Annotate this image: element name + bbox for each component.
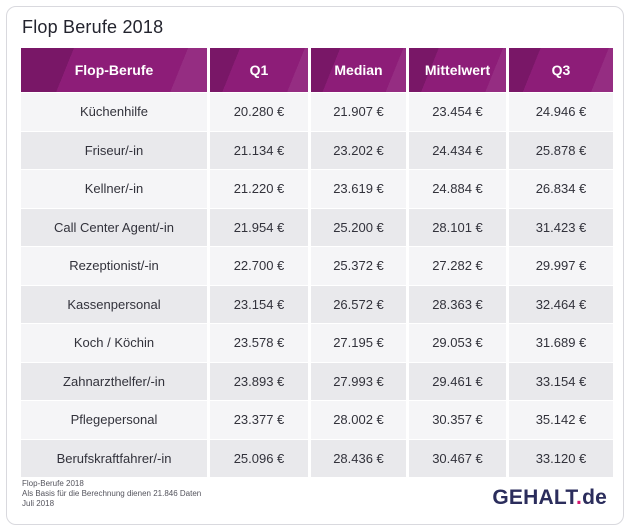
column-header-flop-berufe: Flop-Berufe: [21, 48, 207, 92]
salary-value-cell: 24.434 €: [409, 131, 506, 169]
table-row: Rezeptionist/-in 22.700 €25.372 €27.282 €…: [21, 247, 613, 285]
table-row: Kassenpersonal 23.154 €26.572 €28.363 €32…: [21, 285, 613, 323]
job-name-cell: Friseur/-in: [21, 131, 207, 169]
table-header-row: Flop-Berufe Q1 Median Mittelwert Q3: [21, 48, 613, 92]
page-title: Flop Berufe 2018: [22, 17, 164, 37]
note-line-basis: Als Basis für die Berechnung dienen 21.8…: [22, 489, 202, 498]
salary-value-cell: 24.946 €: [509, 93, 613, 131]
salary-value-cell: 29.997 €: [509, 247, 613, 285]
job-name-cell: Rezeptionist/-in: [21, 247, 207, 285]
salary-value-cell: 21.134 €: [210, 131, 308, 169]
salary-value-cell: 28.101 €: [409, 208, 506, 246]
salary-value-cell: 23.578 €: [210, 324, 308, 362]
table-row: Zahnarzthelfer/-in 23.893 €27.993 €29.461…: [21, 362, 613, 400]
note-line-title: Flop-Berufe 2018: [22, 479, 84, 488]
table-row: Call Center Agent/-in 21.954 €25.200 €28.…: [21, 208, 613, 246]
column-header-median: Median: [311, 48, 406, 92]
table-body: Küchenhilfe 20.280 €21.907 €23.454 €24.94…: [21, 93, 613, 477]
salary-value-cell: 26.572 €: [311, 285, 406, 323]
salary-value-cell: 35.142 €: [509, 401, 613, 439]
salary-value-cell: 27.282 €: [409, 247, 506, 285]
logo-dot: .: [576, 486, 583, 509]
column-header-q3: Q3: [509, 48, 613, 92]
salary-value-cell: 24.884 €: [409, 170, 506, 208]
column-header-q1: Q1: [210, 48, 308, 92]
table-row: Kellner/-in 21.220 €23.619 €24.884 €26.83…: [21, 170, 613, 208]
job-name-cell: Call Center Agent/-in: [21, 208, 207, 246]
salary-value-cell: 31.423 €: [509, 208, 613, 246]
salary-value-cell: 22.700 €: [210, 247, 308, 285]
job-name-cell: Koch / Köchin: [21, 324, 207, 362]
salary-value-cell: 25.372 €: [311, 247, 406, 285]
column-header-mittelwert: Mittelwert: [409, 48, 506, 92]
salary-value-cell: 23.454 €: [409, 93, 506, 131]
salary-value-cell: 21.907 €: [311, 93, 406, 131]
salary-value-cell: 25.200 €: [311, 208, 406, 246]
salary-value-cell: 29.461 €: [409, 362, 506, 400]
salary-value-cell: 30.357 €: [409, 401, 506, 439]
logo-text-de: de: [582, 486, 607, 509]
logo-text-gehalt: GEHALT: [492, 486, 577, 509]
salary-value-cell: 33.154 €: [509, 362, 613, 400]
table-row: Küchenhilfe 20.280 €21.907 €23.454 €24.94…: [21, 93, 613, 131]
salary-value-cell: 25.878 €: [509, 131, 613, 169]
job-name-cell: Pflegepersonal: [21, 401, 207, 439]
salary-value-cell: 23.154 €: [210, 285, 308, 323]
salary-value-cell: 28.002 €: [311, 401, 406, 439]
salary-value-cell: 23.893 €: [210, 362, 308, 400]
gehalt-de-logo: GEHALT.de: [492, 487, 607, 509]
footer: Flop-Berufe 2018 Als Basis für die Berec…: [22, 479, 607, 509]
salary-value-cell: 25.096 €: [210, 439, 308, 477]
table-row: Koch / Köchin 23.578 €27.195 €29.053 €31.…: [21, 324, 613, 362]
salary-table: Flop-Berufe Q1 Median Mittelwert Q3 Küch…: [21, 48, 613, 477]
salary-value-cell: 23.377 €: [210, 401, 308, 439]
salary-value-cell: 21.220 €: [210, 170, 308, 208]
table-row: Berufskraftfahrer/-in 25.096 €28.436 €30.…: [21, 439, 613, 477]
salary-value-cell: 27.993 €: [311, 362, 406, 400]
table-row: Pflegepersonal 23.377 €28.002 €30.357 €35…: [21, 401, 613, 439]
salary-value-cell: 31.689 €: [509, 324, 613, 362]
salary-value-cell: 32.464 €: [509, 285, 613, 323]
salary-value-cell: 30.467 €: [409, 439, 506, 477]
salary-value-cell: 20.280 €: [210, 93, 308, 131]
salary-value-cell: 28.363 €: [409, 285, 506, 323]
table-row: Friseur/-in 21.134 €23.202 €24.434 €25.87…: [21, 131, 613, 169]
infographic-card: Flop Berufe 2018 Flop-Berufe Q1 Median M…: [6, 6, 624, 525]
salary-value-cell: 21.954 €: [210, 208, 308, 246]
job-name-cell: Zahnarzthelfer/-in: [21, 362, 207, 400]
salary-value-cell: 33.120 €: [509, 439, 613, 477]
note-line-date: Juli 2018: [22, 499, 55, 508]
source-notes: Flop-Berufe 2018 Als Basis für die Berec…: [22, 479, 201, 509]
salary-value-cell: 23.619 €: [311, 170, 406, 208]
salary-value-cell: 26.834 €: [509, 170, 613, 208]
salary-value-cell: 29.053 €: [409, 324, 506, 362]
job-name-cell: Kellner/-in: [21, 170, 207, 208]
salary-value-cell: 27.195 €: [311, 324, 406, 362]
job-name-cell: Berufskraftfahrer/-in: [21, 439, 207, 477]
job-name-cell: Kassenpersonal: [21, 285, 207, 323]
salary-value-cell: 28.436 €: [311, 439, 406, 477]
job-name-cell: Küchenhilfe: [21, 93, 207, 131]
salary-value-cell: 23.202 €: [311, 131, 406, 169]
